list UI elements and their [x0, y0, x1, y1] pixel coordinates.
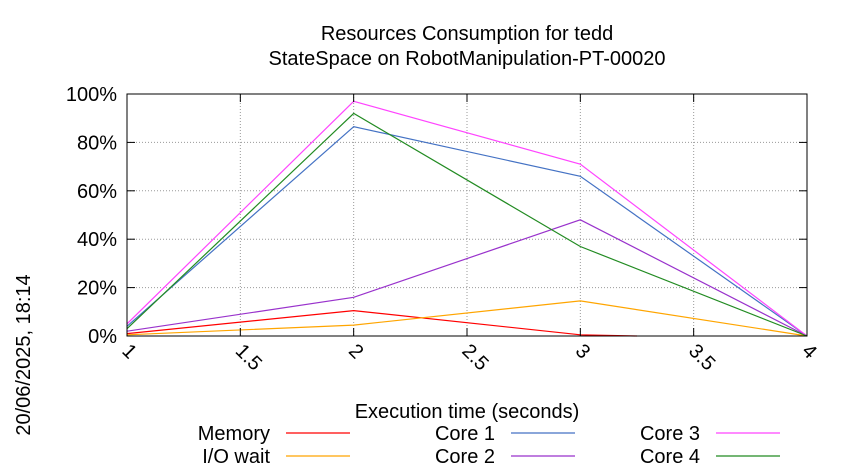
x-tick-label: 2 — [344, 340, 367, 363]
legend-label: I/O wait — [202, 446, 270, 468]
y-tick-label: 60% — [77, 181, 117, 203]
x-tick-label: 2.5 — [457, 340, 492, 375]
chart-subtitle: StateSpace on RobotManipulation-PT-00020 — [269, 48, 666, 70]
y-tick-label: 80% — [77, 132, 117, 154]
y-tick-label: 100% — [66, 84, 117, 106]
chart-title: Resources Consumption for tedd — [321, 23, 613, 45]
legend-label: Core 4 — [640, 446, 700, 468]
series-line-memory — [126, 309, 638, 337]
y-tick-label: 20% — [77, 278, 117, 300]
legend-label: Memory — [198, 423, 270, 445]
x-tick-label: 1 — [117, 340, 140, 363]
y-tick-label: 0% — [88, 326, 117, 348]
legend-label: Core 1 — [435, 423, 495, 445]
x-tick-label: 3 — [571, 340, 594, 363]
series-line-core-3 — [126, 100, 808, 337]
series-lines — [126, 100, 808, 337]
y-tick-label: 40% — [77, 229, 117, 251]
x-tick-label: 4 — [797, 340, 820, 363]
grid — [127, 94, 807, 336]
legend-label: Core 2 — [435, 446, 495, 468]
series-line-core-2 — [126, 219, 808, 337]
legend-label: Core 3 — [640, 423, 700, 445]
series-line-core-1 — [126, 126, 808, 337]
x-axis-label: Execution time (seconds) — [355, 401, 580, 423]
x-tick-label: 3.5 — [684, 340, 719, 375]
ticks: 0% 20% 40% 60% 80% 100% 1 1.5 2 2.5 3 3.5 4 — [66, 84, 821, 375]
x-tick-label: 1.5 — [231, 340, 266, 375]
series-line-core-4 — [126, 112, 808, 337]
timestamp-label: 20/06/2025, 18:14 — [13, 274, 35, 435]
